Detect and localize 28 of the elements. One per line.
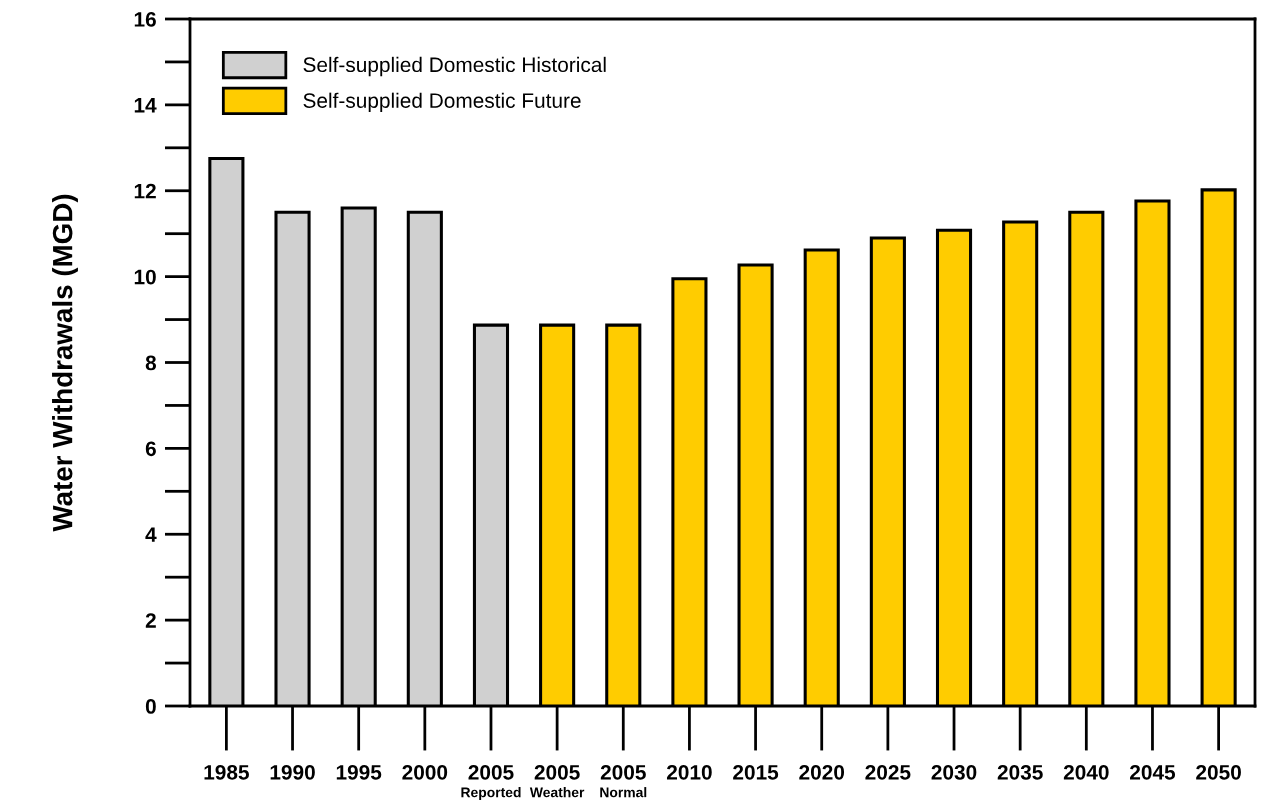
x-tick-label: 2040	[1063, 764, 1109, 780]
y-tick-label: 12	[134, 183, 156, 199]
x-tick-label: 2020	[799, 764, 845, 780]
y-tick-label: 4	[145, 527, 157, 542]
x-tick-label: 2005 Weather	[529, 764, 585, 798]
y-tick-label: 2	[145, 613, 156, 628]
y-tick-label: 10	[134, 269, 156, 285]
y-axis-title: Water Withdrawals (MGD)	[52, 194, 78, 532]
x-tick-label: 2000	[402, 764, 448, 780]
x-tick-label: 2025	[865, 764, 911, 780]
x-tick-label: 2030	[931, 764, 977, 780]
x-tick-label: 2045	[1130, 764, 1176, 780]
x-tick-label: 2005 Reported	[461, 764, 521, 801]
x-tick-label: 2015	[733, 764, 779, 780]
x-tick-label: 2035	[997, 764, 1043, 780]
x-tick-label: 1995	[336, 764, 382, 780]
y-tick-label: 16	[134, 12, 156, 27]
x-tick-label: 1985	[204, 764, 249, 780]
y-tick-label: 0	[145, 699, 156, 714]
x-tick-label: 1990	[270, 764, 315, 780]
x-tick-label: 2010	[666, 764, 712, 780]
x-tick-label: 2005 Normal	[600, 764, 647, 798]
y-tick-label: 6	[145, 441, 156, 457]
legend-label: Self-supplied Domestic Historical	[303, 56, 606, 77]
y-tick-label: 8	[145, 355, 157, 371]
legend-label: Self-supplied Domestic Future	[303, 92, 581, 113]
y-tick-label: 14	[134, 98, 157, 113]
x-tick-label: 2050	[1196, 764, 1241, 780]
